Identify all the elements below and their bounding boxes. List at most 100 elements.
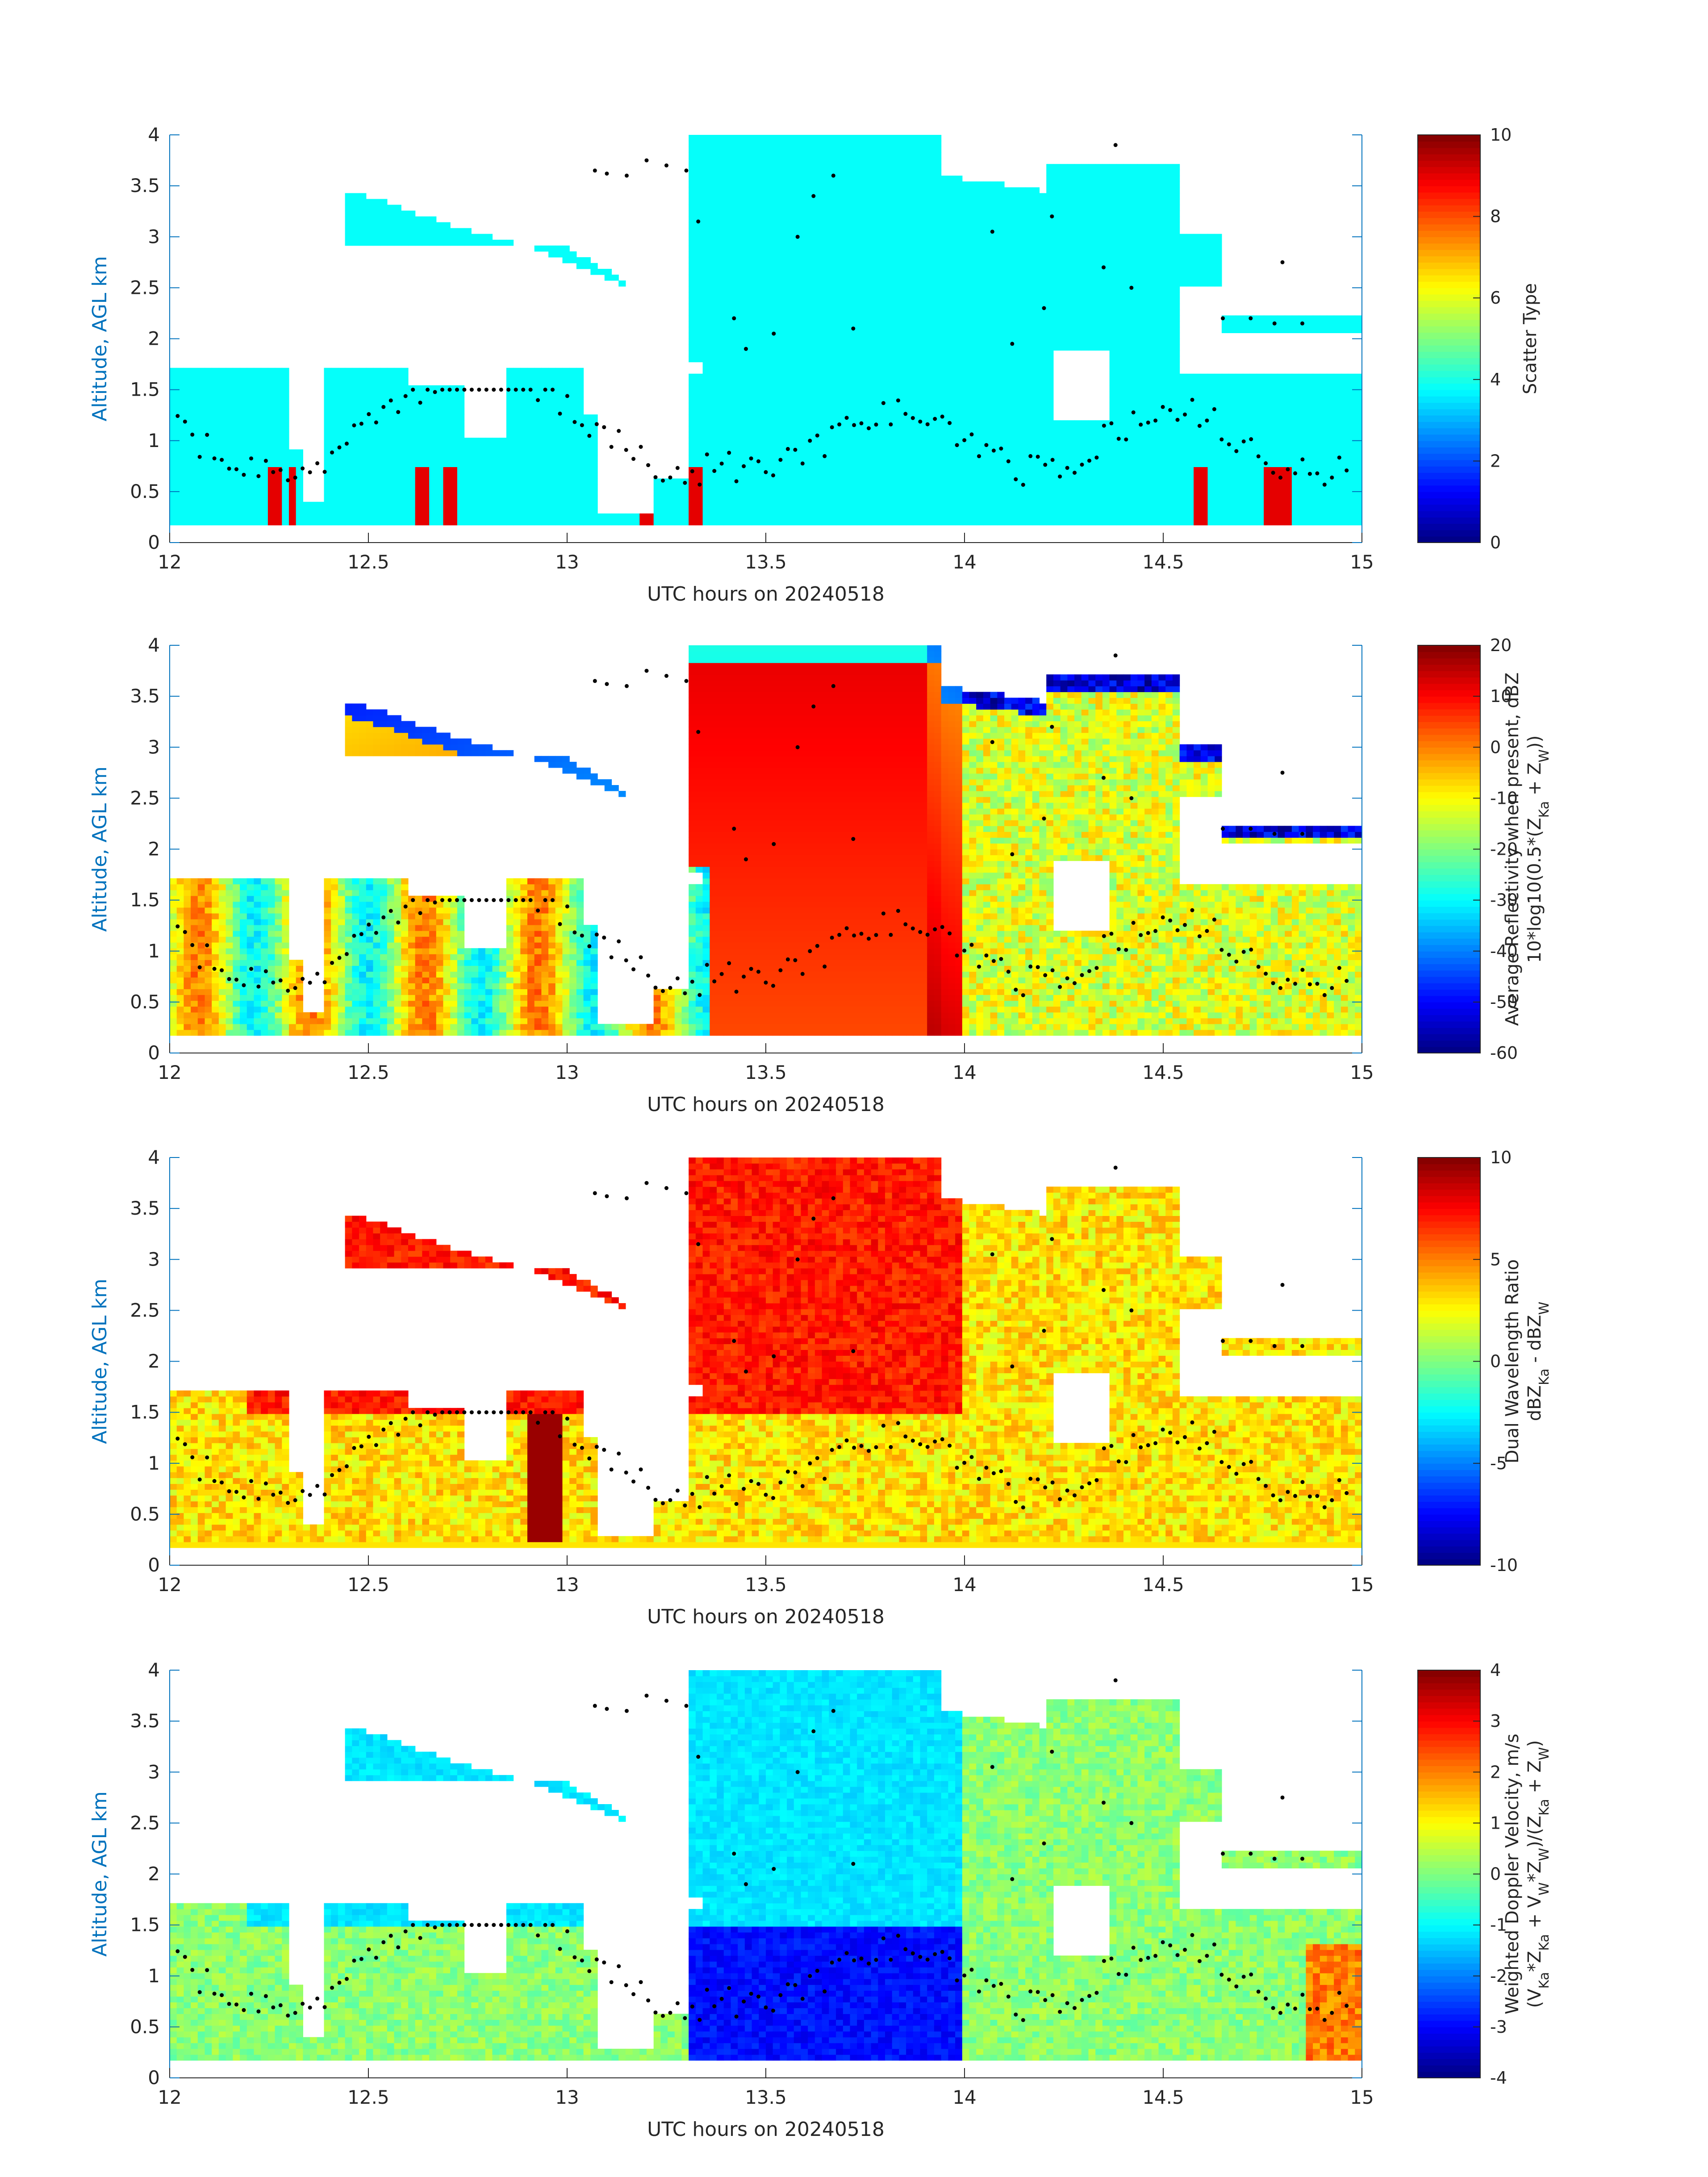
heatmap-cell [843,409,850,415]
heatmap-cell [668,502,675,508]
heatmap-cell [660,514,668,520]
heatmap-cell [254,409,261,415]
heatmap-cell [752,356,759,363]
heatmap-cell [233,409,240,415]
heatmap-cell [850,508,857,514]
heatmap-cell [801,519,808,526]
heatmap-cell [836,327,843,333]
heatmap-cell [703,339,710,345]
heatmap-cell [934,146,941,153]
heatmap-cell [941,380,948,386]
heatmap-cell [324,391,331,397]
heatmap-cell [514,490,521,497]
heatmap-cell [247,449,254,455]
heatmap-cell [808,321,815,327]
heatmap-cell [836,496,843,502]
heatmap-cell [724,461,731,467]
heatmap-cell [366,205,373,211]
heatmap-cell [808,257,815,263]
heatmap-cell [212,438,219,444]
heatmap-cell [962,508,969,514]
heatmap-cell [422,414,429,421]
heatmap-cell [885,298,892,304]
heatmap-cell [710,205,717,211]
heatmap-cell [366,403,373,409]
heatmap-cell [801,205,808,211]
heatmap-cell [892,380,899,386]
heatmap-cell [878,473,885,479]
heatmap-cell [871,432,878,438]
heatmap-cell [934,240,941,246]
heatmap-cell [429,485,436,491]
heatmap-cell [815,467,822,473]
heatmap-cell [850,222,857,229]
heatmap-cell [380,420,387,426]
heatmap-cell [801,187,808,193]
heatmap-cell [948,309,955,316]
heatmap-cell [773,286,780,292]
heatmap-cell [906,240,913,246]
heatmap-cell [170,403,177,409]
heatmap-cell [892,269,899,275]
heatmap-cell [289,461,296,467]
heatmap-cell [794,414,801,421]
heatmap-cell [415,420,422,426]
heatmap-cell [836,251,843,258]
heatmap-cell [794,391,801,397]
heatmap-cell [857,146,864,153]
heatmap-cell [822,309,829,316]
heatmap-cell [829,449,836,455]
heatmap-cell [745,403,752,409]
heatmap-cell [436,455,443,461]
heatmap-cell [296,485,303,491]
heatmap-cell [429,455,436,461]
heatmap-cell [941,222,948,229]
heatmap-cell [331,397,338,403]
heatmap-cell [457,496,464,502]
heatmap-cell [352,403,359,409]
heatmap-cell [184,514,191,520]
heatmap-cell [773,432,780,438]
heatmap-cell [829,141,836,147]
heatmap-cell [177,496,184,502]
heatmap-cell [303,508,310,514]
heatmap-cell [233,368,240,374]
heatmap-cell [815,292,822,298]
heatmap-cell [794,362,801,368]
heatmap-cell [857,152,864,159]
heatmap-cell [506,479,514,485]
heatmap-cell [913,351,920,357]
heatmap-cell [731,292,738,298]
heatmap-cell [906,228,913,234]
heatmap-cell [352,414,359,421]
heatmap-cell [457,519,464,526]
heatmap-cell [780,205,787,211]
heatmap-cell [212,485,219,491]
heatmap-cell [920,315,927,322]
heatmap-cell [850,298,857,304]
heatmap-cell [710,385,717,392]
heatmap-cell [401,420,408,426]
heatmap-cell [331,519,338,526]
heatmap-cell [717,309,724,316]
heatmap-cell [247,374,254,380]
heatmap-cell [352,508,359,514]
heatmap-cell [576,519,584,526]
heatmap-cell [850,443,857,450]
heatmap-cell [219,438,226,444]
heatmap-cell [955,362,962,368]
heatmap-cell [415,217,422,223]
heatmap-cell [773,449,780,455]
heatmap-cell [934,438,941,444]
heatmap-cell [948,455,955,461]
heatmap-cell [443,473,451,479]
heatmap-cell [941,391,948,397]
heatmap-cell [752,420,759,426]
heatmap-cell [352,205,359,211]
heatmap-cell [934,286,941,292]
heatmap-cell [268,403,275,409]
heatmap-cell [920,181,927,188]
heatmap-cell [738,368,745,374]
heatmap-cell [401,374,408,380]
heatmap-cell [843,257,850,263]
